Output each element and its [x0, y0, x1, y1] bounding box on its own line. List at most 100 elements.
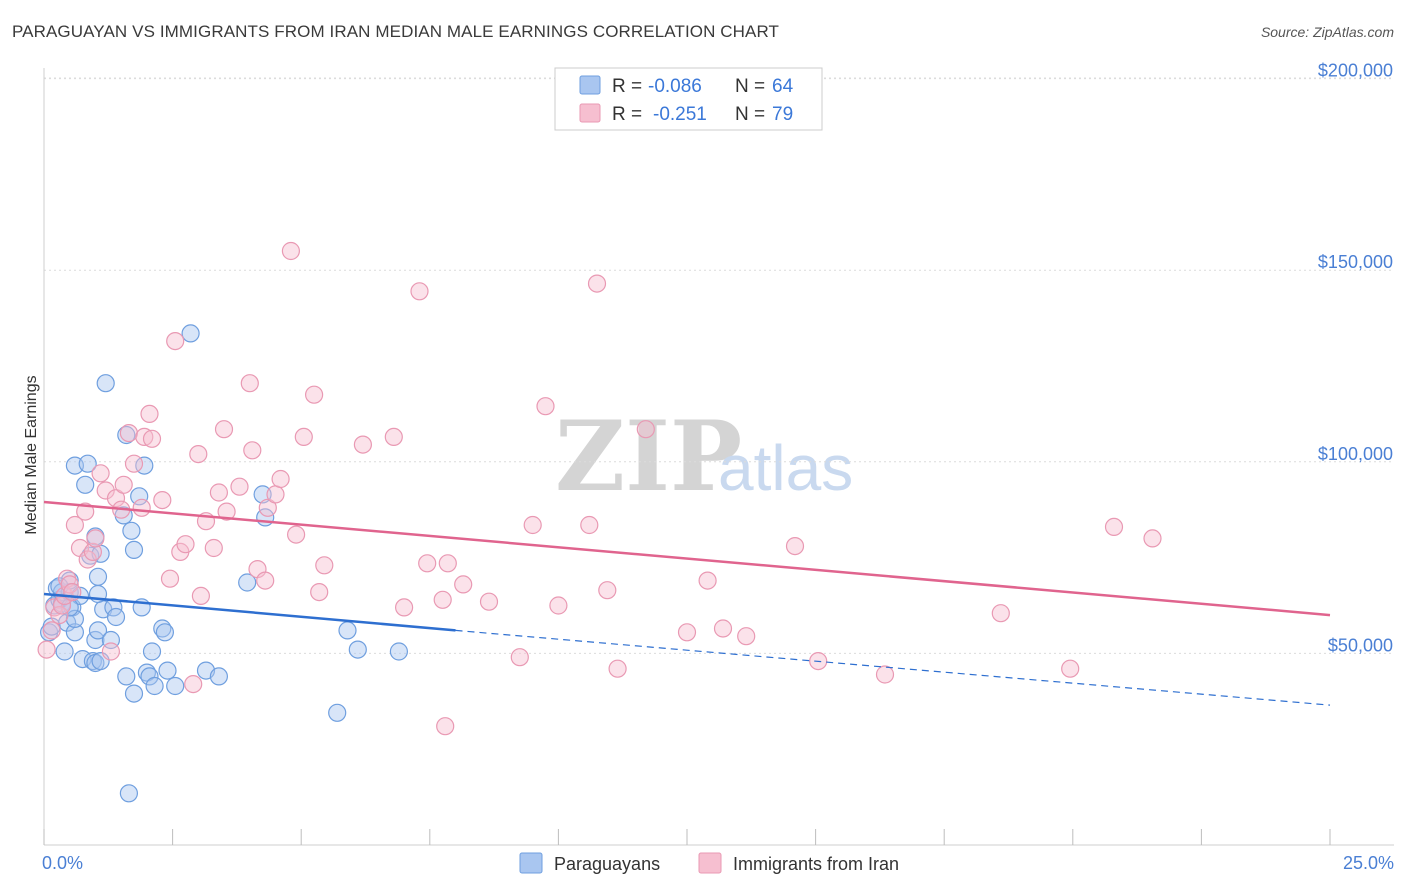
- iran-trend-line: [43, 500, 1331, 617]
- paraguayan-point: [253, 485, 272, 504]
- legend-r-value-1: -0.086: [648, 76, 702, 97]
- iran-point: [410, 282, 429, 301]
- paraguayan-point: [142, 642, 162, 661]
- paraguayans-trend-line: [43, 592, 456, 632]
- iran-point: [204, 538, 223, 558]
- iran-point: [608, 659, 627, 678]
- legend-n-value-2: 79: [772, 104, 793, 125]
- iran-point: [91, 464, 110, 483]
- iran-point: [598, 581, 617, 600]
- iran-point: [523, 515, 542, 535]
- iran-points: [37, 241, 1162, 736]
- iran-point: [266, 485, 285, 504]
- paraguayan-point: [124, 540, 144, 560]
- iran-point: [258, 498, 277, 517]
- axes: [43, 68, 1394, 846]
- iran-point: [536, 397, 555, 416]
- iran-point: [217, 502, 236, 521]
- paraguayan-point: [96, 374, 115, 393]
- iran-point: [101, 642, 121, 661]
- iran-point: [1143, 529, 1162, 548]
- iran-point: [1061, 659, 1080, 678]
- legend-n-value-1: 64: [772, 76, 794, 97]
- iran-point: [83, 542, 103, 562]
- iran-point: [256, 571, 275, 590]
- iran-point: [436, 717, 455, 736]
- paraguayan-point: [389, 642, 408, 661]
- paraguayan-point: [181, 324, 200, 343]
- iran-point: [395, 598, 414, 617]
- iran-point: [438, 554, 457, 573]
- paraguayan-point: [238, 573, 257, 592]
- paraguayan-point: [119, 784, 138, 803]
- paraguayan-point: [140, 667, 159, 686]
- legend-r-label-1: R =: [612, 76, 642, 97]
- y-tick-label: $100,000: [1318, 444, 1393, 464]
- iran-point: [86, 529, 105, 548]
- iran-point: [479, 592, 499, 611]
- iran-point: [991, 604, 1010, 623]
- y-tick-label: $200,000: [1318, 61, 1393, 81]
- iran-point: [240, 374, 259, 393]
- iran-point: [271, 469, 290, 489]
- iran-point: [124, 454, 144, 473]
- bottom-legend-paraguayans: Paraguayans: [554, 854, 660, 874]
- bottom-legend-iran: Immigrants from Iran: [733, 854, 899, 874]
- iran-point: [230, 477, 249, 496]
- paraguayan-point: [124, 684, 144, 703]
- iran-point: [119, 424, 138, 443]
- watermark-atlas: atlas: [718, 432, 853, 504]
- legend-n-label-2: N =: [735, 104, 765, 125]
- paraguayan-point: [117, 425, 136, 445]
- paraguayan-point: [65, 623, 85, 642]
- paraguayan-point: [78, 454, 97, 473]
- iran-point: [677, 623, 697, 642]
- iran-point: [76, 502, 95, 521]
- iran-point: [287, 525, 306, 544]
- chart-title: PARAGUAYAN VS IMMIGRANTS FROM IRAN MEDIA…: [12, 22, 780, 41]
- iran-point: [353, 435, 372, 454]
- legend-swatch-blue: [579, 75, 601, 95]
- iran-point: [785, 536, 805, 556]
- iran-point: [160, 569, 180, 588]
- iran-point: [37, 640, 56, 659]
- iran-point: [580, 515, 599, 535]
- iran-point: [140, 404, 159, 423]
- x-tick-label-min: 0.0%: [42, 853, 83, 873]
- paraguayan-point: [130, 487, 149, 506]
- paraguayan-point: [158, 661, 177, 680]
- iran-point: [243, 441, 262, 460]
- iran-point: [281, 241, 300, 261]
- iran-point: [713, 619, 733, 638]
- paraguayan-point: [155, 623, 174, 642]
- iran-point: [191, 586, 210, 606]
- iran-point: [454, 575, 473, 594]
- bottom-legend-swatch-blue: [519, 852, 543, 874]
- iran-point: [96, 481, 115, 500]
- iran-point: [114, 475, 133, 494]
- trend-lines: [43, 500, 1331, 706]
- y-axis-label: Median Male Earnings: [23, 375, 40, 534]
- watermark-zip: ZIP: [555, 400, 742, 513]
- iran-point: [587, 274, 607, 293]
- iran-point: [310, 582, 329, 602]
- paraguayan-point: [76, 475, 95, 494]
- paraguayan-point: [88, 567, 108, 586]
- iran-point: [510, 648, 529, 667]
- paraguayan-point: [83, 651, 103, 671]
- iran-point: [294, 427, 313, 446]
- iran-point: [433, 590, 452, 609]
- legend-r-label-2: R =: [612, 104, 642, 125]
- paraguayan-point: [338, 621, 357, 640]
- bottom-legend-swatch-pink: [698, 852, 722, 874]
- paraguayan-point: [209, 667, 228, 686]
- legend-swatch-pink: [579, 103, 601, 123]
- iran-point: [737, 627, 756, 646]
- legend-n-label-1: N =: [735, 76, 765, 97]
- y-tick-label: $50,000: [1328, 635, 1393, 655]
- y-tick-labels: $50,000 $100,000 $150,000 $200,000: [1318, 61, 1393, 656]
- iran-point: [214, 420, 234, 439]
- iran-point: [209, 483, 228, 502]
- chart-source: Source: ZipAtlas.com: [1260, 24, 1394, 40]
